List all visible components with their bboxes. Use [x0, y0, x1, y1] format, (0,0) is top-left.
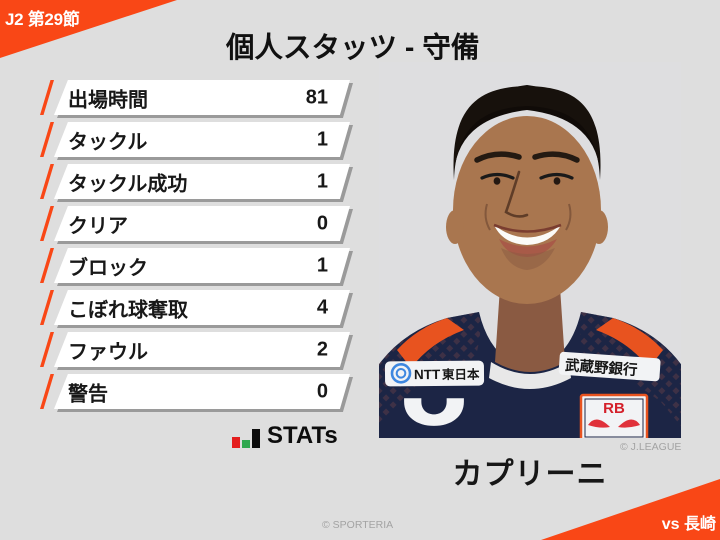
svg-text:東日本: 東日本: [442, 367, 480, 382]
svg-text:RB: RB: [603, 400, 625, 417]
svg-text:NTT: NTT: [414, 367, 441, 382]
